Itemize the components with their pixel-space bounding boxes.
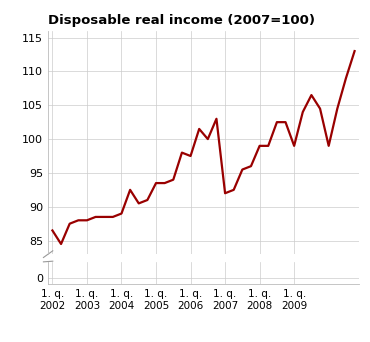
Text: Disposable real income (2007=100): Disposable real income (2007=100) [48, 14, 315, 27]
